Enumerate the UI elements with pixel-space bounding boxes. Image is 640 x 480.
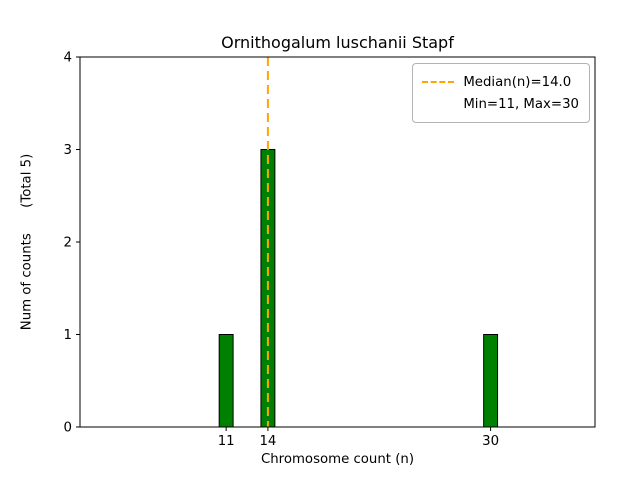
x-axis-label: Chromosome count (n) (260, 452, 415, 467)
legend-entry-minmax: Min=11, Max=30 (422, 93, 579, 115)
legend-entry-median: Median(n)=14.0 (422, 71, 579, 93)
y-tick-label: 3 (64, 143, 72, 158)
legend-label-median: Median(n)=14.0 (463, 74, 572, 90)
y-tick-label: 4 (64, 51, 72, 66)
bar (483, 334, 499, 428)
chart-title: Ornithogalum luschanii Stapf (221, 33, 454, 52)
legend: Median(n)=14.0 Min=11, Max=30 (412, 63, 590, 123)
x-tick-label: 14 (259, 434, 276, 449)
bar (218, 334, 234, 428)
legend-label-minmax: Min=11, Max=30 (463, 96, 579, 112)
x-tick-label: 11 (218, 434, 235, 449)
y-tick-label: 1 (64, 328, 72, 343)
y-tick-label: 2 (64, 236, 72, 251)
y-tick-label: 0 (64, 421, 72, 436)
x-tick-label: 30 (482, 434, 499, 449)
median-dashed-line-icon (422, 81, 455, 83)
